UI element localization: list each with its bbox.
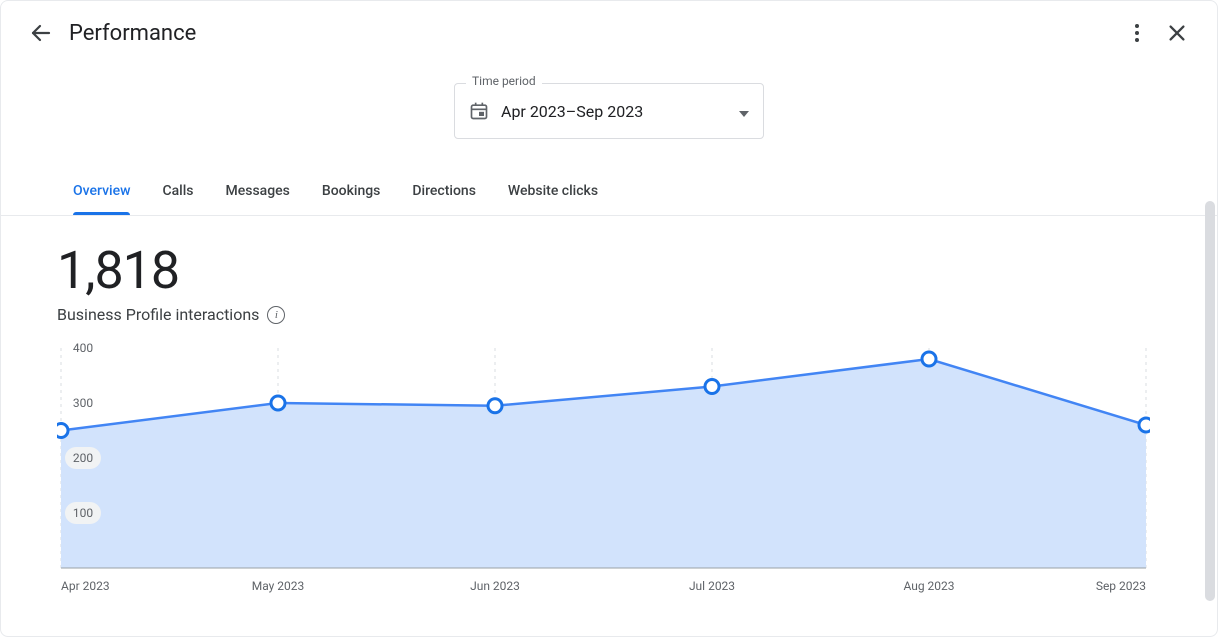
tab-overview[interactable]: Overview [73, 167, 130, 215]
chart-area: 100 200 300 400 Apr 2023 May 2023 Jun 2023 Jul … [1, 324, 1217, 598]
svg-text:Sep 2023: Sep 2023 [1096, 579, 1146, 593]
interactions-chart: 100 200 300 400 Apr 2023 May 2023 Jun 2023 Jul … [57, 338, 1150, 598]
tabs-bar: Overview Calls Messages Bookings Directions W… [1, 167, 1217, 216]
metric-block: 1,818 Business Profile interactions i [1, 216, 1217, 324]
time-period-legend: Time period [466, 74, 542, 88]
svg-text:Aug 2023: Aug 2023 [903, 579, 954, 593]
panel-header: Performance [1, 1, 1217, 65]
panel-title: Performance [69, 21, 196, 46]
svg-text:Jun 2023: Jun 2023 [470, 579, 520, 593]
svg-text:100: 100 [73, 506, 93, 520]
svg-text:May 2023: May 2023 [252, 579, 305, 593]
metric-value: 1,818 [57, 240, 1161, 301]
time-period-selector[interactable]: Apr 2023–Sep 2023 [454, 83, 764, 139]
tab-messages[interactable]: Messages [226, 167, 290, 215]
svg-text:Apr 2023: Apr 2023 [61, 579, 110, 593]
tab-directions[interactable]: Directions [412, 167, 476, 215]
scrollbar[interactable] [1205, 201, 1215, 601]
info-icon[interactable]: i [267, 306, 285, 324]
close-icon [1166, 22, 1188, 44]
tab-calls[interactable]: Calls [162, 167, 193, 215]
time-period-field: Time period Apr 2023–Sep 2023 [454, 83, 764, 139]
metric-label: Business Profile interactions [57, 305, 259, 324]
svg-text:200: 200 [73, 451, 93, 465]
calendar-icon [469, 101, 489, 121]
close-button[interactable] [1157, 13, 1197, 53]
more-vert-icon [1125, 21, 1149, 45]
back-button[interactable] [21, 13, 61, 53]
tab-website[interactable]: Website clicks [508, 167, 598, 215]
time-period-value: Apr 2023–Sep 2023 [501, 102, 739, 121]
svg-text:300: 300 [73, 396, 93, 410]
performance-panel: Performance Time period Apr 2023–Sep 202… [0, 0, 1218, 637]
dropdown-caret-icon [739, 102, 749, 121]
more-button[interactable] [1117, 13, 1157, 53]
tab-bookings[interactable]: Bookings [322, 167, 381, 215]
svg-text:400: 400 [73, 341, 93, 355]
arrow-left-icon [29, 21, 53, 45]
svg-text:Jul 2023: Jul 2023 [689, 579, 735, 593]
time-period-section: Time period Apr 2023–Sep 2023 [1, 65, 1217, 147]
